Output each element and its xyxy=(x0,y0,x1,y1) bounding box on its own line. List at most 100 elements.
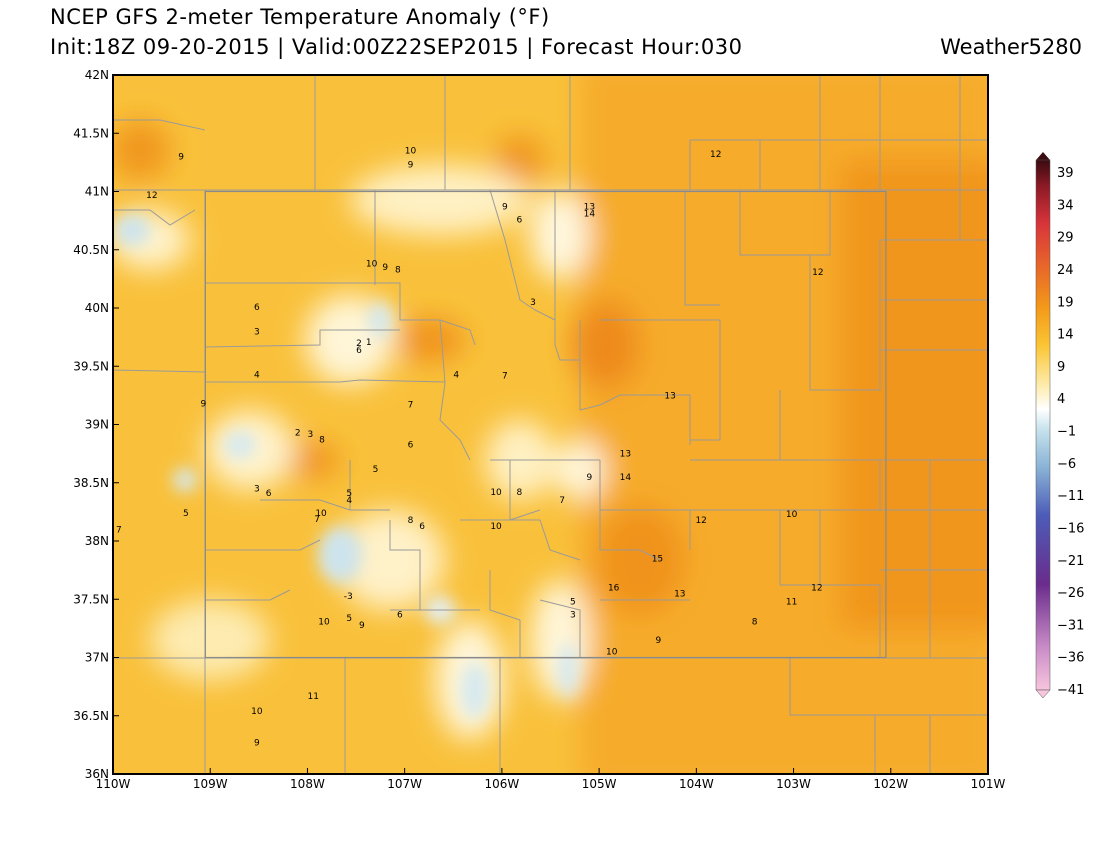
station-value: 6 xyxy=(397,610,403,620)
station-value: 1 xyxy=(366,338,372,348)
station-value: 13 xyxy=(664,391,675,401)
station-value: 3 xyxy=(254,485,260,495)
station-value: 10 xyxy=(490,488,502,498)
colorbar-label: −41 xyxy=(1057,683,1084,698)
station-value: 4 xyxy=(346,496,352,506)
colorbar-label: 14 xyxy=(1057,328,1074,343)
station-value: 6 xyxy=(419,522,425,532)
station-value: 8 xyxy=(395,266,401,276)
station-value: -3 xyxy=(344,592,353,602)
station-value: 10 xyxy=(606,648,618,658)
station-value: 3 xyxy=(254,327,260,337)
station-value: 7 xyxy=(408,401,414,411)
station-value: 9 xyxy=(587,473,593,483)
anomaly-field xyxy=(113,75,988,774)
station-value: 5 xyxy=(346,614,352,624)
colorbar-label: 4 xyxy=(1057,392,1065,407)
station-value: 7 xyxy=(502,372,508,382)
x-tick-label: 105W xyxy=(582,777,617,791)
station-value: 3 xyxy=(570,610,576,620)
y-tick-label: 38N xyxy=(85,534,109,548)
station-value: 7 xyxy=(559,496,565,506)
station-value: 6 xyxy=(356,346,362,356)
colorbar-bottom-arrow xyxy=(1035,689,1051,699)
station-value: 9 xyxy=(502,203,508,213)
station-value: 10 xyxy=(490,522,502,532)
y-tick-label: 41N xyxy=(85,185,109,199)
station-value: 2 xyxy=(295,429,301,439)
colorbar-label: −11 xyxy=(1057,489,1084,504)
map-title: NCEP GFS 2-meter Temperature Anomaly (°F… xyxy=(50,5,550,29)
station-value: 12 xyxy=(710,150,721,160)
station-value: 4 xyxy=(453,370,459,380)
colorbar: 39 34 29 24 19 14 9 4 −1 −6 −11 −16 −21 −26 −31 −36 −41 xyxy=(1035,152,1084,699)
colorbar-label: −16 xyxy=(1057,521,1084,536)
station-value: 9 xyxy=(201,400,207,410)
colorbar-ramp xyxy=(1035,159,1051,691)
y-tick-label: 36.5N xyxy=(73,709,109,723)
station-value: 6 xyxy=(517,215,523,225)
station-value: 9 xyxy=(408,161,414,171)
y-tick-label: 38.5N xyxy=(73,476,109,490)
y-tick-label: 42N xyxy=(85,68,109,82)
y-tick-label: 40N xyxy=(85,301,109,315)
y-tick-label: 37N xyxy=(85,651,109,665)
y-tick-label: 41.5N xyxy=(73,126,109,140)
station-value: 9 xyxy=(359,621,365,631)
colorbar-label: −1 xyxy=(1057,425,1076,440)
station-value: 13 xyxy=(674,589,685,599)
colorbar-top-arrow xyxy=(1036,152,1050,160)
colorbar-label: 24 xyxy=(1057,263,1074,278)
station-value: 10 xyxy=(786,510,798,520)
y-tick-label: 36N xyxy=(85,767,109,781)
station-value: 11 xyxy=(786,598,797,608)
station-value: 16 xyxy=(608,584,620,594)
station-value: 12 xyxy=(146,191,157,201)
station-value: 10 xyxy=(318,617,330,627)
credit-label: Weather5280 xyxy=(940,35,1082,59)
station-value: 6 xyxy=(266,489,272,499)
station-value: 9 xyxy=(254,739,260,749)
colorbar-label: 34 xyxy=(1057,198,1074,213)
station-value: 9 xyxy=(656,636,662,646)
station-value: 6 xyxy=(254,303,260,313)
station-value: 4 xyxy=(254,370,260,380)
x-tick-label: 109W xyxy=(193,777,228,791)
colorbar-label: −31 xyxy=(1057,618,1084,633)
station-value: 8 xyxy=(517,488,523,498)
station-value: 7 xyxy=(116,525,122,535)
x-tick-label: 108W xyxy=(290,777,325,791)
colorbar-label: 39 xyxy=(1057,166,1074,181)
colorbar-label: −26 xyxy=(1057,586,1084,601)
y-tick-label: 39N xyxy=(85,418,109,432)
x-tick-label: 106W xyxy=(484,777,519,791)
colorbar-label: −21 xyxy=(1057,554,1084,569)
station-value: 2 xyxy=(356,339,362,349)
x-tick-label: 110W xyxy=(96,777,131,791)
colorbar-label: 9 xyxy=(1057,360,1065,375)
colorbar-label: 29 xyxy=(1057,231,1074,246)
station-value: 14 xyxy=(584,210,596,220)
station-value: 3 xyxy=(530,298,536,308)
station-value: 5 xyxy=(570,598,576,608)
y-tick-label: 40.5N xyxy=(73,243,109,257)
y-tick-label: 37.5N xyxy=(73,592,109,606)
station-value: 12 xyxy=(812,268,823,278)
station-value: 9 xyxy=(178,153,184,163)
station-value: 5 xyxy=(373,465,379,475)
colorbar-label: 19 xyxy=(1057,295,1074,310)
x-axis: 110W 109W 108W 107W 106W 105W 104W 103W 102W 101W xyxy=(96,768,1006,791)
station-value: 11 xyxy=(308,692,319,702)
station-value: 13 xyxy=(620,450,631,460)
station-value: 12 xyxy=(811,584,822,594)
colorado-border xyxy=(204,190,887,659)
station-value: 8 xyxy=(752,617,758,627)
station-value: 5 xyxy=(183,509,189,519)
station-value: 10 xyxy=(251,707,263,717)
station-value: 13 xyxy=(584,203,595,213)
colorbar-label: −36 xyxy=(1057,651,1084,666)
map-subtitle: Init:18Z 09-20-2015 | Valid:00Z22SEP2015… xyxy=(50,35,743,59)
station-value: 10 xyxy=(405,147,417,157)
